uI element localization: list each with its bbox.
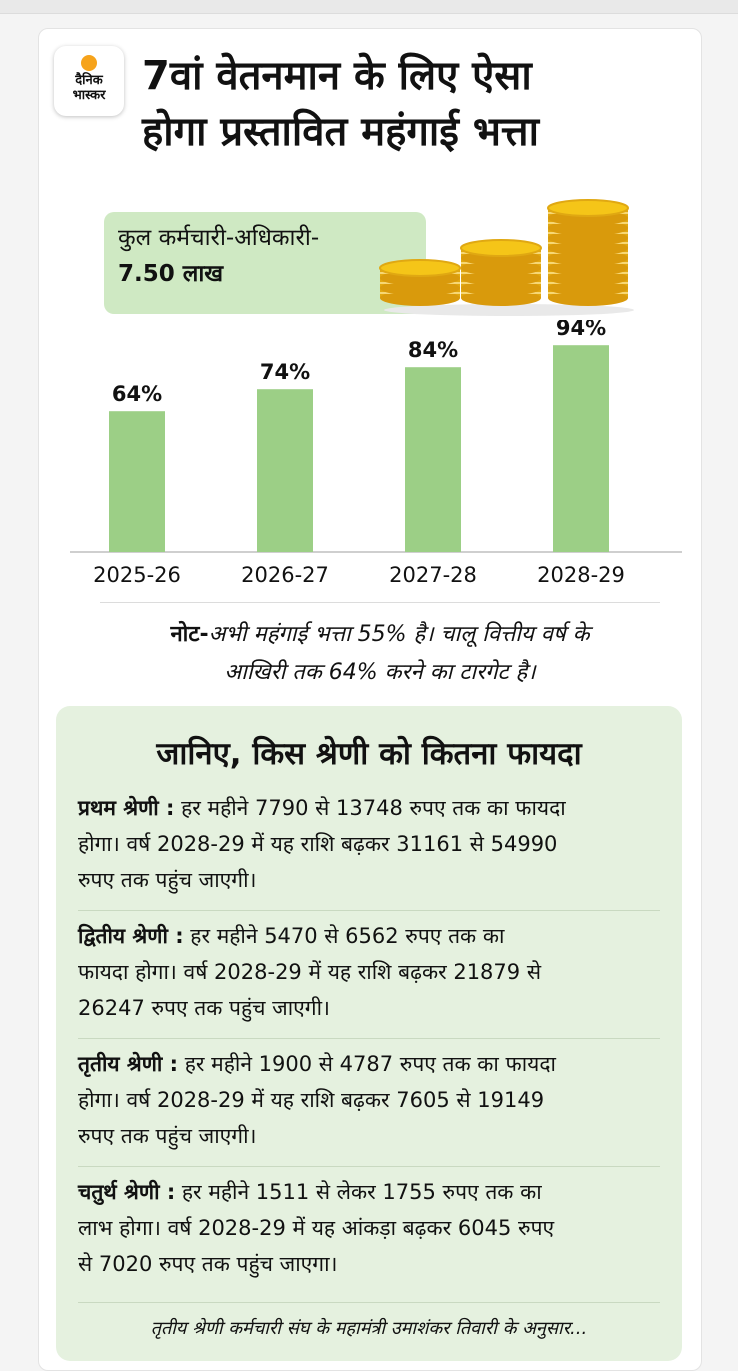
data-label: 84% — [408, 338, 458, 362]
category-text: होगा। वर्ष 2028-29 में यह राशि बढ़कर 760… — [78, 1088, 545, 1112]
data-label: 74% — [260, 360, 310, 384]
benefits-panel: जानिए, किस श्रेणी को कितना फायदा प्रथम श… — [56, 706, 682, 1361]
source-credit: तृतीय श्रेणी कर्मचारी संघ के महामंत्री उ… — [150, 1318, 588, 1339]
title-line2: होगा प्रस्तावित महंगाई भत्ता — [142, 109, 539, 155]
category-text: हर महीने 1900 से 4787 रुपए तक का फायदा — [178, 1052, 556, 1076]
category-third: तृतीय श्रेणी : हर महीने 1900 से 4787 रुप… — [78, 1046, 660, 1154]
category-label: द्वितीय श्रेणी : — [78, 924, 184, 948]
separator — [78, 1302, 660, 1303]
category-label: तृतीय श्रेणी : — [78, 1052, 179, 1076]
category-label: प्रथम श्रेणी : — [78, 796, 175, 820]
title-line1: 7वां वेतनमान के लिए ऐसा — [142, 53, 532, 99]
note-text-2: आखिरी तक 64% करने का टारगेट है। — [224, 660, 536, 685]
category-text: हर महीने 1511 से लेकर 1755 रुपए तक का — [175, 1180, 542, 1204]
dainik-bhaskar-logo: दैनिक भास्कर — [54, 46, 124, 116]
category-text: 26247 रुपए तक पहुंच जाएगी। — [78, 996, 330, 1020]
bar-2026-27 — [257, 389, 313, 552]
category-text: होगा। वर्ष 2028-29 में यह राशि बढ़कर 311… — [78, 832, 558, 856]
employee-count-label: कुल कर्मचारी-अधिकारी- — [118, 225, 320, 251]
category-text: लाभ होगा। वर्ष 2028-29 में यह आंकड़ा बढ़… — [78, 1216, 555, 1240]
bar-2028-29 — [553, 345, 609, 552]
category-fourth: चतुर्थ श्रेणी : हर महीने 1511 से लेकर 17… — [78, 1174, 660, 1282]
top-bar — [0, 0, 738, 14]
category-text: हर महीने 5470 से 6562 रुपए तक का — [183, 924, 505, 948]
divider — [100, 602, 660, 603]
logo-line1: दैनिक — [75, 73, 103, 88]
note-text: अभी महंगाई भत्ता 55% है। चालू वित्तीय वर… — [208, 622, 590, 647]
sun-icon — [81, 55, 97, 71]
x-tick-label: 2026-27 — [241, 563, 329, 587]
category-label: चतुर्थ श्रेणी : — [78, 1180, 176, 1204]
category-text: फायदा होगा। वर्ष 2028-29 में यह राशि बढ़… — [78, 960, 542, 984]
category-text: हर महीने 7790 से 13748 रुपए तक का फायदा — [174, 796, 566, 820]
x-tick-label: 2027-28 — [389, 563, 477, 587]
coin-stack-icon — [379, 199, 634, 316]
benefits-heading: जानिए, किस श्रेणी को कितना फायदा — [156, 736, 582, 772]
data-label: 94% — [556, 320, 606, 340]
category-second: द्वितीय श्रेणी : हर महीने 5470 से 6562 र… — [78, 918, 660, 1026]
page-title: 7वां वेतनमान के लिए ऐसा होगा प्रस्तावित … — [142, 48, 682, 160]
category-text: से 7020 रुपए तक पहुंच जाएगा। — [78, 1252, 338, 1276]
separator — [78, 1166, 660, 1167]
employee-count-value: 7.50 लाख — [118, 261, 224, 287]
data-label: 64% — [112, 382, 162, 406]
separator — [78, 1038, 660, 1039]
note-label: नोट- — [170, 622, 209, 647]
category-text: रुपए तक पहुंच जाएगी। — [78, 1124, 257, 1148]
logo-line2: भास्कर — [72, 88, 106, 103]
category-text: रुपए तक पहुंच जाएगी। — [78, 868, 257, 892]
category-first: प्रथम श्रेणी : हर महीने 7790 से 13748 रु… — [78, 790, 660, 898]
bar-2027-28 — [405, 367, 461, 552]
x-tick-label: 2025-26 — [93, 563, 181, 587]
employee-count-box: कुल कर्मचारी-अधिकारी- 7.50 लाख — [104, 212, 426, 314]
bar-chart: 64% 2025-26 74% 2026-27 84% 2027-28 94% 2028-29 — [70, 320, 682, 587]
bar-2025-26 — [109, 411, 165, 552]
note: नोट-अभी महंगाई भत्ता 55% है। चालू वित्ती… — [80, 616, 680, 692]
separator — [78, 910, 660, 911]
x-tick-label: 2028-29 — [537, 563, 625, 587]
